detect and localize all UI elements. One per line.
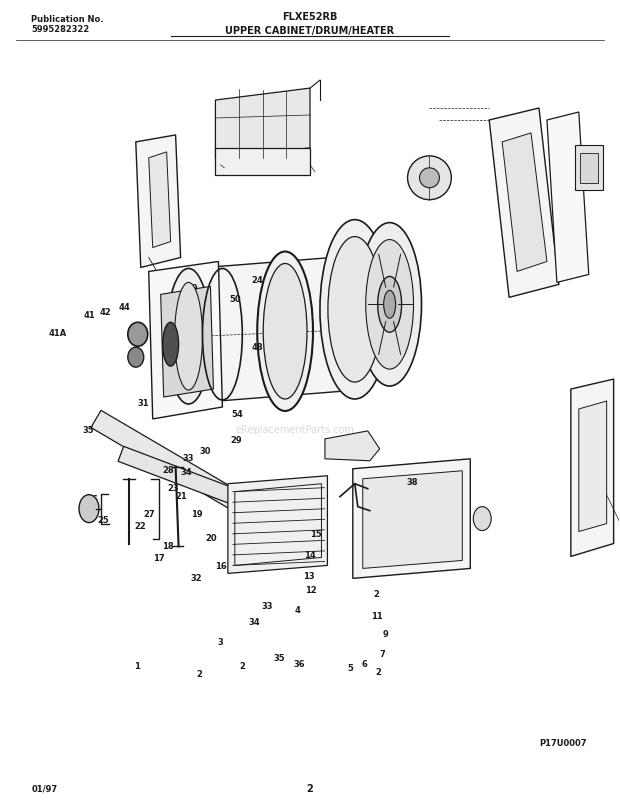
Text: 41: 41	[83, 311, 95, 320]
Text: 22: 22	[135, 521, 146, 530]
Text: UPPER CABINET/DRUM/HEATER: UPPER CABINET/DRUM/HEATER	[226, 26, 394, 36]
Ellipse shape	[162, 323, 179, 367]
Text: 17: 17	[153, 553, 164, 562]
Polygon shape	[325, 431, 379, 461]
Polygon shape	[228, 476, 327, 573]
Text: 12: 12	[306, 585, 317, 594]
Ellipse shape	[420, 169, 440, 189]
Text: 18: 18	[162, 541, 174, 550]
Bar	[575, 146, 603, 191]
Text: 31: 31	[138, 398, 149, 408]
Polygon shape	[118, 446, 255, 512]
Text: 35: 35	[273, 653, 285, 662]
Text: 3: 3	[218, 637, 223, 646]
Ellipse shape	[128, 348, 144, 368]
Text: 2: 2	[307, 783, 313, 793]
Text: 29: 29	[230, 435, 242, 444]
Polygon shape	[149, 153, 170, 248]
Text: 27: 27	[144, 509, 156, 518]
Ellipse shape	[407, 157, 451, 201]
Polygon shape	[180, 255, 370, 405]
Text: 33: 33	[261, 601, 273, 610]
Ellipse shape	[473, 507, 491, 531]
Ellipse shape	[384, 291, 396, 319]
Text: 23: 23	[167, 483, 179, 492]
Text: 01/97: 01/97	[31, 783, 58, 793]
Text: 49: 49	[187, 283, 198, 292]
Text: 5995282322: 5995282322	[31, 25, 89, 34]
Ellipse shape	[264, 264, 307, 400]
Polygon shape	[547, 113, 589, 283]
Text: 26: 26	[87, 495, 99, 503]
Polygon shape	[579, 402, 606, 532]
Bar	[580, 153, 598, 184]
Text: 20: 20	[205, 533, 217, 542]
Polygon shape	[91, 411, 246, 512]
Text: 1: 1	[135, 661, 140, 670]
Text: 24: 24	[252, 275, 264, 284]
Polygon shape	[136, 136, 180, 268]
Text: 9: 9	[383, 629, 388, 638]
Text: 19: 19	[191, 509, 203, 518]
Text: 14: 14	[304, 551, 316, 560]
Text: 28: 28	[162, 465, 174, 474]
Text: Publication No.: Publication No.	[31, 14, 104, 24]
Ellipse shape	[175, 283, 203, 390]
Ellipse shape	[366, 240, 414, 369]
Text: eReplacementParts.com: eReplacementParts.com	[236, 424, 355, 434]
Text: 50: 50	[229, 295, 241, 304]
Text: 34: 34	[181, 467, 192, 476]
Text: 2: 2	[374, 589, 379, 598]
Ellipse shape	[320, 220, 389, 400]
Text: 48: 48	[252, 343, 264, 352]
Ellipse shape	[167, 269, 210, 405]
Polygon shape	[215, 149, 310, 176]
Ellipse shape	[378, 277, 402, 332]
Text: 38: 38	[406, 477, 418, 486]
Text: 32: 32	[190, 573, 202, 582]
Text: FLXE52RB: FLXE52RB	[282, 12, 338, 22]
Text: 36: 36	[293, 659, 304, 668]
Text: 47: 47	[187, 333, 198, 342]
Text: 13: 13	[303, 572, 314, 581]
Polygon shape	[502, 134, 547, 272]
Text: 41A: 41A	[49, 329, 68, 338]
Text: 46: 46	[297, 332, 309, 340]
Text: 2: 2	[239, 661, 245, 670]
Text: 21: 21	[175, 491, 187, 500]
Text: 33: 33	[182, 453, 193, 462]
Text: 44: 44	[119, 303, 131, 312]
Ellipse shape	[128, 323, 148, 347]
Text: 25: 25	[97, 516, 109, 524]
Ellipse shape	[328, 237, 382, 382]
Text: 5: 5	[347, 663, 353, 672]
Polygon shape	[215, 89, 310, 159]
Polygon shape	[149, 262, 223, 419]
Ellipse shape	[79, 495, 99, 523]
Text: 6: 6	[361, 659, 367, 668]
Text: 54: 54	[231, 409, 243, 418]
Text: 34: 34	[249, 617, 260, 626]
Polygon shape	[161, 287, 213, 397]
Ellipse shape	[257, 252, 313, 411]
Text: 2: 2	[196, 669, 202, 678]
Text: 15: 15	[310, 529, 322, 538]
Polygon shape	[363, 471, 463, 569]
Text: 16: 16	[215, 561, 226, 570]
Polygon shape	[353, 459, 471, 579]
Polygon shape	[571, 380, 614, 556]
Text: 42: 42	[99, 308, 111, 316]
Text: 30: 30	[199, 446, 211, 455]
Text: P17U0007: P17U0007	[539, 739, 587, 748]
Text: 4: 4	[294, 605, 301, 614]
Polygon shape	[489, 109, 559, 298]
Text: 11: 11	[371, 611, 383, 621]
Text: 2: 2	[375, 667, 381, 676]
Text: 7: 7	[380, 649, 386, 658]
Text: 35: 35	[82, 425, 94, 434]
Ellipse shape	[358, 223, 422, 386]
